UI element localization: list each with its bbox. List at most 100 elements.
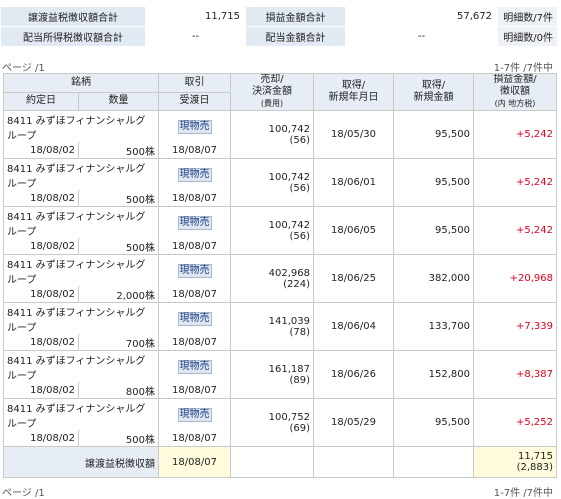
trade-type-badge[interactable]: 現物売 xyxy=(177,359,212,374)
table-row: 8411 みずほフィナンシャルグ ループ 現物売 100,742 (56) 18/06/0… xyxy=(3,206,557,255)
header-meigara: 銘柄 xyxy=(3,73,159,93)
acquire-amount: 152,800 xyxy=(393,350,474,399)
stock-name[interactable]: 8411 みずほフィナンシャルグ ループ xyxy=(3,302,159,334)
settle-date: 18/08/07 xyxy=(158,382,231,399)
total-date: 18/08/07 xyxy=(158,446,231,478)
settle-date: 18/08/07 xyxy=(158,334,231,351)
summary-table: 譲渡益税徴収額合計 11,715 損益金額合計 57,672 明細数/7件 配当… xyxy=(0,6,558,47)
header-suryo: 数量 xyxy=(78,91,159,111)
table-row: 8411 みずほフィナンシャルグ ループ 現物売 100,742 (56) 18/05/3… xyxy=(3,110,557,159)
settle-date: 18/08/07 xyxy=(158,286,231,303)
acquire-date: 18/06/01 xyxy=(313,158,394,207)
total-row: 譲渡益税徴収額 18/08/07 11,715 (2,883) xyxy=(3,446,557,478)
settle-date: 18/08/07 xyxy=(158,430,231,447)
trade-type-badge[interactable]: 現物売 xyxy=(177,263,212,278)
summary-value: -- xyxy=(345,26,498,47)
profit-value: +7,339 xyxy=(473,302,557,351)
header-profit: 損益金額/ 徴収額 (内 地方税) xyxy=(473,73,557,111)
header-shutoku-date: 取得/ 新規年月日 xyxy=(313,73,394,111)
table-row: 8411 みずほフィナンシャルグ ループ 現物売 141,039 (78) 18/06/0… xyxy=(3,302,557,351)
table-row-sub: 18/08/02 500株 18/08/07 xyxy=(3,142,557,159)
trade-date: 18/08/02 xyxy=(3,382,79,399)
quantity: 500株 xyxy=(78,190,159,207)
total-value: 11,715 (2,883) xyxy=(473,446,557,478)
total-label: 譲渡益税徴収額 xyxy=(3,446,159,478)
stock-name[interactable]: 8411 みずほフィナンシャルグ ループ xyxy=(3,110,159,142)
acquire-date: 18/06/26 xyxy=(313,350,394,399)
trade-type-badge[interactable]: 現物売 xyxy=(177,215,212,230)
summary-label: 配当金額合計 xyxy=(245,26,346,47)
table-row-sub: 18/08/02 800株 18/08/07 xyxy=(3,382,557,399)
trade-type-badge[interactable]: 現物売 xyxy=(177,407,212,422)
profit-value: +8,387 xyxy=(473,350,557,399)
stock-name[interactable]: 8411 みずほフィナンシャルグ ループ xyxy=(3,206,159,238)
summary-row-tax: 譲渡益税徴収額合計 11,715 損益金額合計 57,672 明細数/7件 xyxy=(0,6,558,27)
profit-value: +5,242 xyxy=(473,206,557,255)
sell-amount: 100,742 (56) xyxy=(230,110,314,159)
quantity: 500株 xyxy=(78,142,159,159)
table-row-sub: 18/08/02 700株 18/08/07 xyxy=(3,334,557,351)
summary-count: 明細数/0件 xyxy=(497,26,558,47)
profit-value: +20,968 xyxy=(473,254,557,303)
acquire-date: 18/05/30 xyxy=(313,110,394,159)
table-row: 8411 みずほフィナンシャルグ ループ 現物売 402,968 (224) 18/06/… xyxy=(3,254,557,303)
trade-date: 18/08/02 xyxy=(3,190,79,207)
summary-label: 譲渡益税徴収額合計 xyxy=(0,6,146,27)
quantity: 800株 xyxy=(78,382,159,399)
trade-date: 18/08/02 xyxy=(3,430,79,447)
pager-top: ページ /1 xyxy=(2,63,45,74)
trade-date: 18/08/02 xyxy=(3,238,79,255)
header-uri: 売却/ 決済金額 (費用) xyxy=(230,73,314,111)
quantity: 700株 xyxy=(78,334,159,351)
header-torihiki: 取引 xyxy=(158,73,231,93)
summary-label: 損益金額合計 xyxy=(245,6,346,27)
profit-value: +5,242 xyxy=(473,158,557,207)
trade-date: 18/08/02 xyxy=(3,142,79,159)
profit-value: +5,242 xyxy=(473,110,557,159)
summary-count: 明細数/7件 xyxy=(497,6,558,27)
header-yakujo: 約定日 xyxy=(3,91,79,111)
stock-name[interactable]: 8411 みずほフィナンシャルグ ループ xyxy=(3,398,159,430)
header-ukewatashi: 受渡日 xyxy=(158,91,231,111)
quantity: 500株 xyxy=(78,238,159,255)
acquire-amount: 95,500 xyxy=(393,206,474,255)
profit-value: +5,252 xyxy=(473,398,557,447)
acquire-amount: 382,000 xyxy=(393,254,474,303)
sell-amount: 402,968 (224) xyxy=(230,254,314,303)
acquire-date: 18/05/29 xyxy=(313,398,394,447)
quantity: 2,000株 xyxy=(78,286,159,303)
summary-value: -- xyxy=(145,26,246,47)
acquire-amount: 95,500 xyxy=(393,110,474,159)
sell-amount: 100,752 (69) xyxy=(230,398,314,447)
trade-date: 18/08/02 xyxy=(3,334,79,351)
summary-value: 57,672 xyxy=(345,6,498,27)
table-row: 8411 みずほフィナンシャルグ ループ 現物売 100,742 (56) 18/06/0… xyxy=(3,158,557,207)
acquire-amount: 95,500 xyxy=(393,158,474,207)
pager-range-top: 1-7件 /7件中 xyxy=(493,63,553,74)
stock-name[interactable]: 8411 みずほフィナンシャルグ ループ xyxy=(3,158,159,190)
settle-date: 18/08/07 xyxy=(158,190,231,207)
transaction-table: 銘柄 取引 売却/ 決済金額 (費用) 取得/ 新規年月日 取得/ 新規金額 損… xyxy=(3,73,557,478)
acquire-date: 18/06/25 xyxy=(313,254,394,303)
acquire-amount: 133,700 xyxy=(393,302,474,351)
trade-type-badge[interactable]: 現物売 xyxy=(177,311,212,326)
table-row: 8411 みずほフィナンシャルグ ループ 現物売 100,752 (69) 18/05/2… xyxy=(3,398,557,447)
table-row: 8411 みずほフィナンシャルグ ループ 現物売 161,187 (89) 18/06/2… xyxy=(3,350,557,399)
acquire-date: 18/06/05 xyxy=(313,206,394,255)
sell-amount: 141,039 (78) xyxy=(230,302,314,351)
stock-name[interactable]: 8411 みずほフィナンシャルグ ループ xyxy=(3,350,159,382)
settle-date: 18/08/07 xyxy=(158,142,231,159)
summary-label: 配当所得税徴収額合計 xyxy=(0,26,146,47)
settle-date: 18/08/07 xyxy=(158,238,231,255)
summary-value: 11,715 xyxy=(145,6,246,27)
sell-amount: 100,742 (56) xyxy=(230,158,314,207)
trade-date: 18/08/02 xyxy=(3,286,79,303)
quantity: 500株 xyxy=(78,430,159,447)
trade-type-badge[interactable]: 現物売 xyxy=(177,119,212,134)
summary-row-dividend: 配当所得税徴収額合計 -- 配当金額合計 -- 明細数/0件 xyxy=(0,26,558,47)
header-shutoku-amount: 取得/ 新規金額 xyxy=(393,73,474,111)
acquire-date: 18/06/04 xyxy=(313,302,394,351)
sell-amount: 100,742 (56) xyxy=(230,206,314,255)
stock-name[interactable]: 8411 みずほフィナンシャルグ ループ xyxy=(3,254,159,286)
trade-type-badge[interactable]: 現物売 xyxy=(177,167,212,182)
